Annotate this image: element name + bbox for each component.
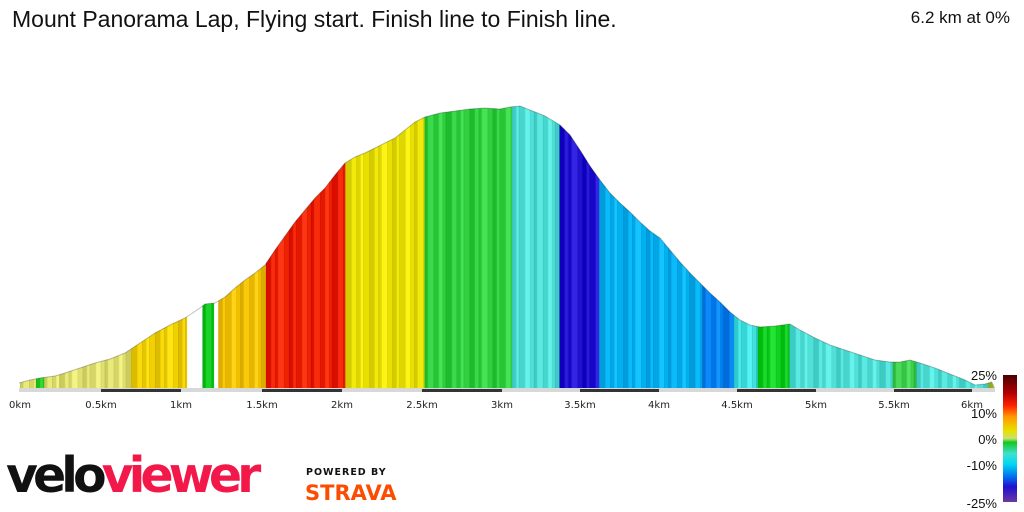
veloviewer-logo[interactable]: veloviewer — [6, 447, 262, 504]
x-tick-label: 0km — [9, 400, 31, 411]
scale-label: 0% — [978, 432, 997, 447]
gradient-color-strips — [20, 106, 995, 388]
scale-label: 25% — [970, 368, 997, 383]
x-tick-label: 5.5km — [878, 400, 910, 411]
strava-logo[interactable]: STRAVA — [305, 481, 397, 505]
x-tick-label: 1km — [170, 400, 192, 411]
logo-viewer-text: viewer — [101, 447, 262, 504]
elevation-profile-chart[interactable] — [0, 0, 1024, 420]
x-tick-label: 6km — [961, 400, 983, 411]
distance-gradient-summary: 6.2 km at 0% — [910, 8, 1010, 27]
x-tick-label: 4.5km — [721, 400, 753, 411]
distance-axis-baseline — [19, 388, 995, 392]
scale-label: 10% — [970, 406, 997, 421]
x-tick-label: 0.5km — [85, 400, 117, 411]
x-tick-label: 1.5km — [246, 400, 278, 411]
scale-label: -25% — [966, 496, 997, 511]
x-tick-label: 2.5km — [406, 400, 438, 411]
logo-velo-text: velo — [6, 447, 107, 504]
x-tick-label: 5km — [805, 400, 827, 411]
gradient-color-scale — [1003, 375, 1017, 502]
x-tick-label: 4km — [648, 400, 670, 411]
scale-label: -10% — [966, 458, 997, 473]
x-tick-label: 2km — [331, 400, 353, 411]
x-tick-label: 3.5km — [564, 400, 596, 411]
profile-outline — [18, 105, 993, 386]
chart-title: Mount Panorama Lap, Flying start. Finish… — [12, 6, 617, 32]
powered-by-label: POWERED BY — [306, 467, 387, 478]
x-tick-label: 3km — [491, 400, 513, 411]
